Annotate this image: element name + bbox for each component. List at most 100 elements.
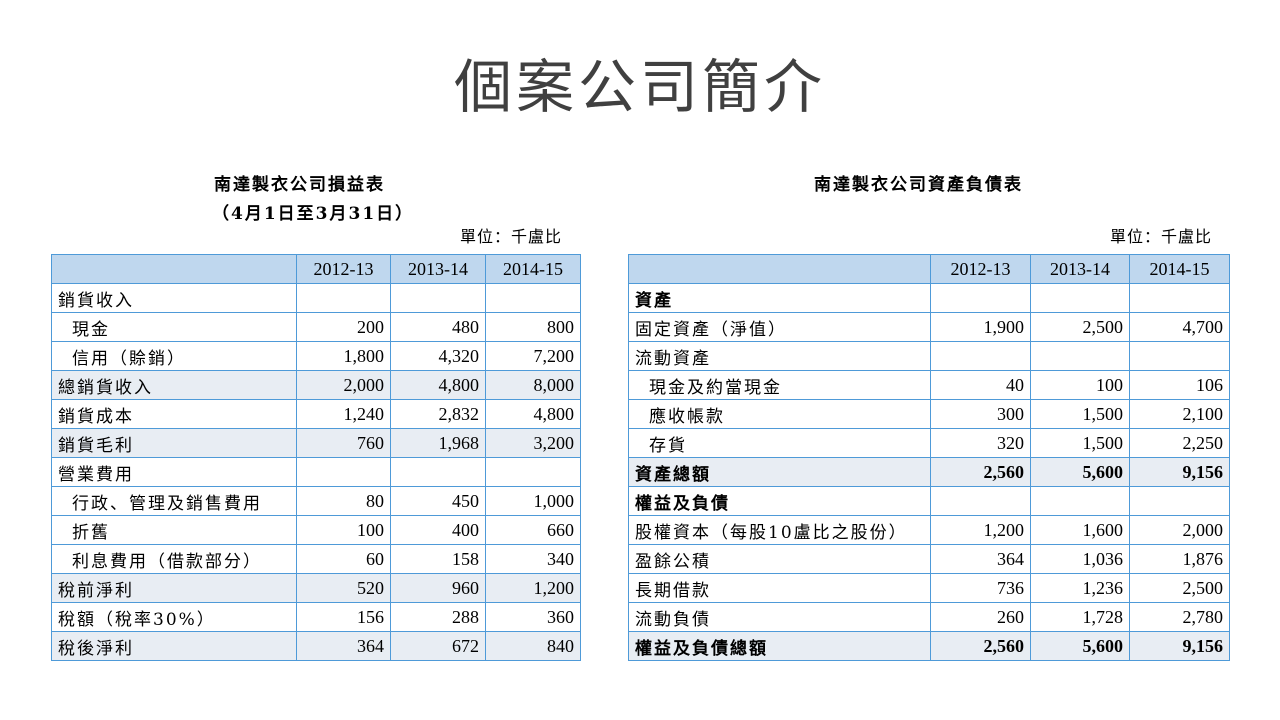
cell-value: 2,000 [296,370,391,400]
balance-sheet-unit: 單位：千盧比 [1110,227,1213,246]
row-label: 行政、管理及銷售費用 [51,486,297,516]
row-label: 稅後淨利 [51,631,297,661]
row-label: 長期借款 [628,573,931,603]
cell-value [1129,283,1230,313]
cell-value: 1,240 [296,399,391,429]
cell-value: 7,200 [485,341,581,371]
table-row: 利息費用（借款部分） 60 158 340 [51,544,581,574]
cell-value: 156 [296,602,391,632]
table-row: 資產 [628,283,1230,313]
cell-value: 364 [930,544,1031,574]
row-label: 利息費用（借款部分） [51,544,297,574]
cell-value: 158 [390,544,486,574]
cell-value: 340 [485,544,581,574]
table-row: 銷貨成本 1,240 2,832 4,800 [51,399,581,429]
cell-value: 1,500 [1030,428,1130,458]
cell-value: 450 [390,486,486,516]
cell-value [930,283,1031,313]
cell-value: 100 [1030,370,1130,400]
cell-value: 2,560 [930,631,1031,661]
table-row: 稅額（稅率30%） 156 288 360 [51,602,581,632]
cell-value: 4,800 [485,399,581,429]
cell-value [296,283,391,313]
column-header [628,254,931,284]
cell-value: 300 [930,399,1031,429]
row-label: 股權資本（每股10盧比之股份） [628,515,931,545]
cell-value: 672 [390,631,486,661]
cell-value: 5,600 [1030,457,1130,487]
row-label: 權益及負債總額 [628,631,931,661]
cell-value: 5,600 [1030,631,1130,661]
table-header-row: 2012-13 2013-14 2014-15 [51,254,581,284]
cell-value: 800 [485,312,581,342]
row-label: 存貨 [628,428,931,458]
cell-value: 1,800 [296,341,391,371]
table-row: 流動資產 [628,341,1230,371]
column-header: 2012-13 [296,254,391,284]
table-row: 存貨 320 1,500 2,250 [628,428,1230,458]
table-header-row: 2012-13 2013-14 2014-15 [628,254,1230,284]
cell-value: 260 [930,602,1031,632]
table-row: 總銷貨收入 2,000 4,800 8,000 [51,370,581,400]
column-header: 2014-15 [485,254,581,284]
table-row: 銷貨收入 [51,283,581,313]
table-row: 權益及負債 [628,486,1230,516]
table-row: 盈餘公積 364 1,036 1,876 [628,544,1230,574]
cell-value: 100 [296,515,391,545]
cell-value: 1,236 [1030,573,1130,603]
cell-value: 760 [296,428,391,458]
row-label: 流動資產 [628,341,931,371]
table-row: 固定資產（淨值） 1,900 2,500 4,700 [628,312,1230,342]
row-label: 流動負債 [628,602,931,632]
row-label: 權益及負債 [628,486,931,516]
income-statement-title: 南達製衣公司損益表 [214,175,385,195]
slide-title: 個案公司簡介 [453,53,826,121]
cell-value: 1,968 [390,428,486,458]
cell-value: 1,500 [1030,399,1130,429]
cell-value: 1,200 [930,515,1031,545]
cell-value: 1,876 [1129,544,1230,574]
row-label: 稅額（稅率30%） [51,602,297,632]
cell-value: 364 [296,631,391,661]
table-row: 稅後淨利 364 672 840 [51,631,581,661]
table-row: 應收帳款 300 1,500 2,100 [628,399,1230,429]
cell-value [1129,486,1230,516]
column-header: 2012-13 [930,254,1031,284]
cell-value [1129,341,1230,371]
cell-value: 60 [296,544,391,574]
cell-value: 480 [390,312,486,342]
cell-value: 736 [930,573,1031,603]
cell-value: 2,560 [930,457,1031,487]
row-label: 盈餘公積 [628,544,931,574]
income-statement-unit: 單位：千盧比 [460,227,563,246]
column-header: 2013-14 [390,254,486,284]
balance-sheet-title: 南達製衣公司資產負債表 [814,175,1023,195]
table-row: 行政、管理及銷售費用 80 450 1,000 [51,486,581,516]
cell-value [1030,341,1130,371]
column-header: 2014-15 [1129,254,1230,284]
cell-value [1030,486,1130,516]
cell-value: 1,600 [1030,515,1130,545]
cell-value [485,457,581,487]
cell-value: 106 [1129,370,1230,400]
cell-value [390,457,486,487]
cell-value: 320 [930,428,1031,458]
cell-value: 9,156 [1129,631,1230,661]
table-row: 銷貨毛利 760 1,968 3,200 [51,428,581,458]
table-row: 營業費用 [51,457,581,487]
balance-sheet-table: 2012-13 2013-14 2014-15 資產 固定資產（淨值） 1,900 2… [628,254,1230,661]
cell-value: 2,780 [1129,602,1230,632]
row-label: 銷貨毛利 [51,428,297,458]
cell-value: 2,000 [1129,515,1230,545]
table-row: 折舊 100 400 660 [51,515,581,545]
cell-value [390,283,486,313]
cell-value: 1,900 [930,312,1031,342]
column-header: 2013-14 [1030,254,1130,284]
income-statement-period: （4月1日至3月31日） [212,204,415,224]
column-header [51,254,297,284]
row-label: 應收帳款 [628,399,931,429]
row-label: 現金及約當現金 [628,370,931,400]
cell-value [1030,283,1130,313]
cell-value: 40 [930,370,1031,400]
cell-value: 288 [390,602,486,632]
